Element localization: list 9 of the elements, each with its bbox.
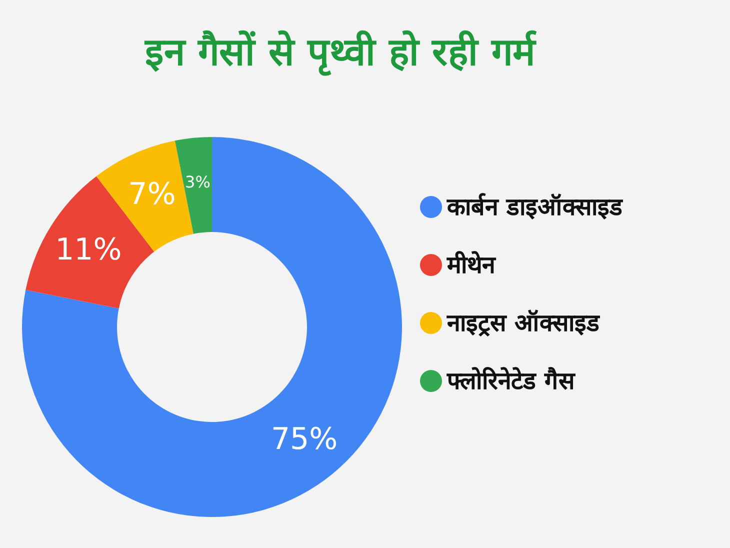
data-label: 3% — [185, 172, 210, 192]
legend-label: मीथेन — [446, 251, 497, 279]
data-label: 7% — [128, 176, 176, 212]
legend-label: नाइट्रस ऑक्साइड — [446, 309, 600, 337]
chart-title: इन गैसों से पृथ्वी हो रही गर्म — [144, 30, 538, 76]
legend-label: फ्लोरिनेटेड गैस — [446, 367, 576, 395]
data-label: 11% — [55, 232, 122, 268]
legend-label: कार्बन डाइऑक्साइड — [446, 193, 624, 221]
data-label: 75% — [270, 422, 338, 457]
